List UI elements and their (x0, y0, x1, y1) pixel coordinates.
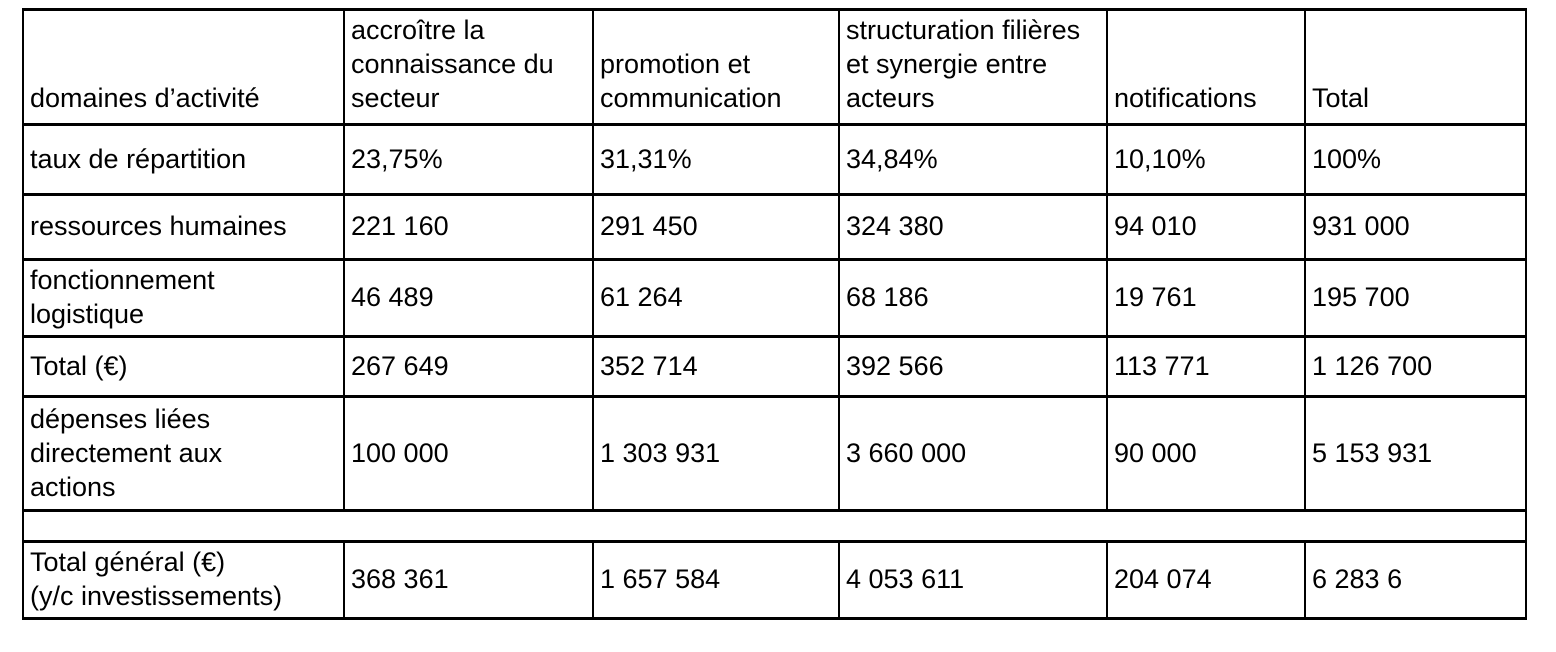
value-cell: 195 700 (1304, 258, 1527, 338)
value-cell: 100% (1304, 123, 1527, 196)
spacer-cell (22, 509, 1527, 543)
row-label-ressources-humaines: ressources humaines (22, 193, 345, 261)
value-cell: 1 657 584 (592, 540, 840, 620)
value-cell: 31,31% (592, 123, 840, 196)
value-cell: 352 714 (592, 335, 840, 398)
value-cell: 113 771 (1106, 335, 1306, 398)
header-row: domaines d’activité accroître la connais… (22, 8, 1527, 126)
value-cell: 94 010 (1106, 193, 1306, 261)
spacer-row (22, 509, 1527, 543)
table-row-depenses-actions: dépenses liées directement aux actions 1… (22, 395, 1527, 512)
value-cell: 46 489 (343, 258, 594, 338)
column-header-structuration-filieres: structuration filières et synergie entre… (838, 8, 1108, 126)
value-cell: 19 761 (1106, 258, 1306, 338)
value-cell: 392 566 (838, 335, 1108, 398)
table-row-total-general: Total général (€) (y/c investissements) … (22, 540, 1527, 620)
column-header-domaines-activite: domaines d’activité (22, 8, 345, 126)
value-cell: 100 000 (343, 395, 594, 512)
budget-table: domaines d’activité accroître la connais… (22, 8, 1527, 620)
value-cell: 4 053 611 (838, 540, 1108, 620)
value-cell: 23,75% (343, 123, 594, 196)
row-label-fonctionnement-logistique: fonctionnement logistique (22, 258, 345, 338)
value-cell: 61 264 (592, 258, 840, 338)
value-cell: 90 000 (1106, 395, 1306, 512)
column-header-notifications: notifications (1106, 8, 1306, 126)
table-row-ressources-humaines: ressources humaines 221 160 291 450 324 … (22, 193, 1527, 261)
table-row-taux-de-repartition: taux de répartition 23,75% 31,31% 34,84%… (22, 123, 1527, 196)
column-header-total: Total (1304, 8, 1527, 126)
value-cell: 291 450 (592, 193, 840, 261)
value-cell: 1 126 700 (1304, 335, 1527, 398)
value-cell: 931 000 (1304, 193, 1527, 261)
value-cell: 6 283 6 (1304, 540, 1527, 620)
row-label-total-eur: Total (€) (22, 335, 345, 398)
value-cell: 68 186 (838, 258, 1108, 338)
value-cell: 267 649 (343, 335, 594, 398)
value-cell: 1 303 931 (592, 395, 840, 512)
value-cell: 34,84% (838, 123, 1108, 196)
value-cell: 204 074 (1106, 540, 1306, 620)
column-header-promotion-communication: promotion et communication (592, 8, 840, 126)
row-label-taux-de-repartition: taux de répartition (22, 123, 345, 196)
column-header-accroitre-connaissance: accroître la connaissance du secteur (343, 8, 594, 126)
value-cell: 324 380 (838, 193, 1108, 261)
value-cell: 368 361 (343, 540, 594, 620)
row-label-total-general: Total général (€) (y/c investissements) (22, 540, 345, 620)
value-cell: 5 153 931 (1304, 395, 1527, 512)
table-row-total-eur: Total (€) 267 649 352 714 392 566 113 77… (22, 335, 1527, 398)
value-cell: 221 160 (343, 193, 594, 261)
table-row-fonctionnement-logistique: fonctionnement logistique 46 489 61 264 … (22, 258, 1527, 338)
value-cell: 3 660 000 (838, 395, 1108, 512)
value-cell: 10,10% (1106, 123, 1306, 196)
row-label-depenses-actions: dépenses liées directement aux actions (22, 395, 345, 512)
